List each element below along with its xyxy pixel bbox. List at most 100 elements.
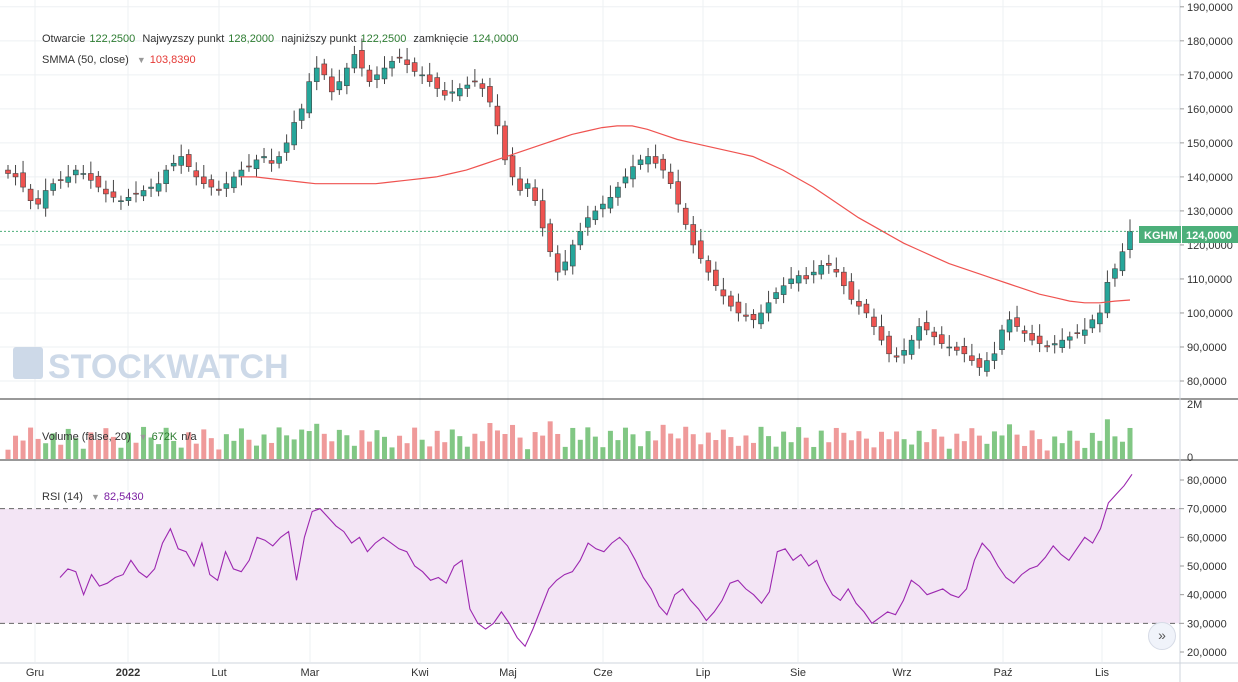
candle-body [20, 172, 26, 188]
volume-bar [1044, 450, 1050, 459]
candle-body [1036, 335, 1043, 344]
volume-bar [1074, 440, 1080, 459]
candle-body [886, 335, 892, 355]
candle-body [148, 186, 154, 189]
candle-body [524, 183, 531, 189]
candle-body [720, 289, 727, 297]
volume-bar [80, 448, 86, 459]
volume-bar [397, 435, 403, 459]
candle-body [200, 176, 207, 184]
volume-bar [954, 433, 960, 459]
volume-bar [939, 436, 945, 459]
volume-bar [683, 426, 689, 459]
volume-bar [472, 433, 478, 459]
volume-bar [517, 437, 523, 459]
volume-bar [141, 426, 147, 459]
candle-body [1051, 343, 1058, 346]
volume-bar [984, 443, 990, 459]
candle-body [464, 84, 471, 89]
volume-bar [1127, 427, 1133, 459]
symbol-tag-bg [1139, 226, 1181, 243]
candle-body [1104, 282, 1111, 314]
volume-bar [841, 432, 847, 459]
symbol-price-tag: KGHM 124,0000 [1139, 226, 1238, 243]
candle-body [984, 360, 990, 372]
candle-body [946, 346, 953, 349]
volume-bar [510, 424, 516, 459]
volume-bar [306, 431, 312, 459]
candle-body [750, 314, 757, 321]
volume-bar [163, 427, 169, 459]
candle-body [1127, 231, 1133, 250]
candle-body [547, 223, 553, 253]
volume-bar [118, 447, 124, 459]
candle-body [705, 260, 712, 273]
candle-body [396, 56, 403, 59]
volume-bar [336, 429, 342, 459]
candle-body [682, 207, 689, 225]
volume-bar [999, 435, 1005, 459]
price-tick-label: 140,0000 [1187, 172, 1233, 184]
volume-bar [555, 433, 561, 459]
volume-bar [58, 444, 64, 459]
volume-bar [743, 435, 749, 459]
candle-body [125, 196, 132, 202]
price-tick-label: 100,0000 [1187, 308, 1233, 320]
high-value: 128,2000 [228, 33, 275, 45]
volume-bar [502, 434, 508, 459]
candle-body [637, 159, 644, 165]
volume-bar [1112, 436, 1118, 459]
candle-body [743, 314, 749, 317]
candle-body [697, 240, 704, 259]
time-tick-label: Lis [1095, 667, 1110, 679]
watermark-logo-icon [13, 347, 43, 379]
volume-bar [675, 438, 681, 459]
close-value: 124,0000 [472, 33, 519, 45]
rsi-series [59, 473, 1133, 648]
candle-body [1089, 319, 1096, 329]
volume-bar [193, 443, 199, 459]
candle-body [328, 76, 335, 93]
candles [5, 38, 1133, 377]
candle-body [833, 269, 840, 273]
volume-bar [20, 440, 26, 459]
chevron-down-icon[interactable]: ▼ [138, 432, 148, 442]
rsi-legend[interactable]: RSI (14) ▼ 82,5430 [42, 491, 148, 503]
candle-body [5, 169, 11, 174]
candle-body [291, 122, 297, 146]
candle-body [1119, 251, 1126, 272]
time-tick-label: Wrz [892, 667, 911, 679]
volume-bar [382, 436, 388, 459]
candle-body [675, 181, 681, 205]
candle-body [246, 165, 252, 168]
chevron-down-icon[interactable]: ▼ [90, 492, 100, 502]
volume-legend[interactable]: Volume (false, 20) ▼ 672K n/a [42, 431, 201, 443]
volume-bar [773, 446, 779, 459]
volume-bar [713, 440, 719, 459]
candle-body [735, 301, 742, 314]
smma-legend[interactable]: SMMA (50, close) ▼ 103,8390 [42, 54, 200, 66]
candle-body [1059, 339, 1066, 348]
candle-body [652, 156, 659, 164]
volume-bar [344, 435, 350, 459]
candle-body [321, 63, 328, 76]
candle-body [810, 271, 817, 276]
volume-bar [668, 433, 674, 459]
smma-line [240, 125, 1131, 304]
time-tick-label: Gru [26, 667, 44, 679]
candle-body [170, 162, 177, 167]
volume-bar [525, 449, 531, 459]
volume-bar [894, 431, 900, 459]
chevron-down-icon[interactable]: ▼ [136, 55, 146, 65]
low-value: 122,2500 [360, 33, 407, 45]
time-tick-label: Sie [790, 667, 806, 679]
rsi-tick-label: 20,0000 [1187, 647, 1227, 659]
candle-body [404, 59, 410, 65]
volume-bar [660, 424, 666, 459]
price-tick-label: 170,0000 [1187, 70, 1233, 82]
volume-bar [615, 440, 621, 459]
candle-body [487, 86, 493, 103]
scroll-to-realtime-button[interactable]: » [1148, 622, 1176, 650]
volume-bar [1059, 443, 1065, 459]
